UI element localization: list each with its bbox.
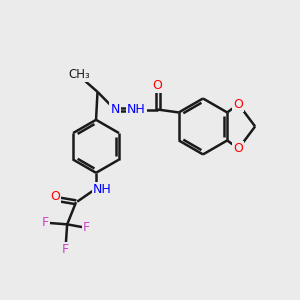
Text: NH: NH: [127, 103, 146, 116]
Text: O: O: [153, 80, 163, 92]
Text: O: O: [233, 142, 243, 155]
Text: NH: NH: [93, 182, 112, 196]
Text: F: F: [62, 244, 69, 256]
Text: O: O: [233, 98, 243, 111]
Text: F: F: [41, 216, 49, 230]
Text: CH₃: CH₃: [68, 68, 90, 81]
Text: O: O: [50, 190, 60, 203]
Text: N: N: [110, 103, 120, 116]
Text: F: F: [83, 221, 90, 234]
